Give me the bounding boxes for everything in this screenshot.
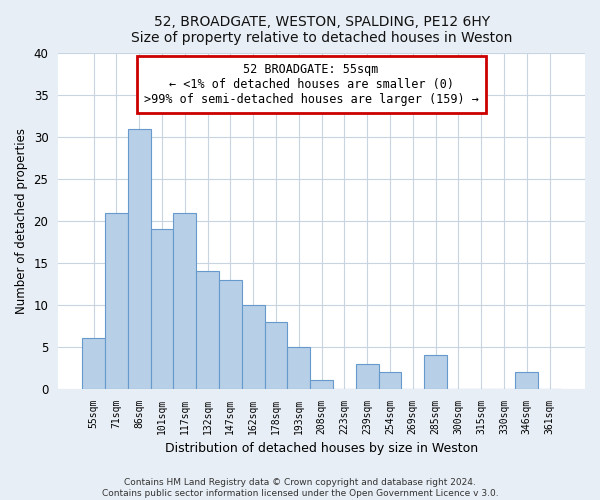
Bar bbox=[515, 372, 538, 388]
Bar bbox=[196, 272, 219, 388]
Bar bbox=[219, 280, 242, 388]
Bar bbox=[105, 212, 128, 388]
Text: Contains HM Land Registry data © Crown copyright and database right 2024.
Contai: Contains HM Land Registry data © Crown c… bbox=[101, 478, 499, 498]
X-axis label: Distribution of detached houses by size in Weston: Distribution of detached houses by size … bbox=[165, 442, 478, 455]
Bar bbox=[356, 364, 379, 388]
Bar bbox=[310, 380, 333, 388]
Text: 52 BROADGATE: 55sqm
← <1% of detached houses are smaller (0)
>99% of semi-detach: 52 BROADGATE: 55sqm ← <1% of detached ho… bbox=[143, 64, 478, 106]
Y-axis label: Number of detached properties: Number of detached properties bbox=[15, 128, 28, 314]
Bar bbox=[242, 305, 265, 388]
Bar bbox=[128, 129, 151, 388]
Bar bbox=[379, 372, 401, 388]
Bar bbox=[424, 355, 447, 388]
Title: 52, BROADGATE, WESTON, SPALDING, PE12 6HY
Size of property relative to detached : 52, BROADGATE, WESTON, SPALDING, PE12 6H… bbox=[131, 15, 512, 45]
Bar bbox=[265, 322, 287, 388]
Bar bbox=[287, 347, 310, 389]
Bar bbox=[151, 230, 173, 388]
Bar bbox=[82, 338, 105, 388]
Bar bbox=[173, 212, 196, 388]
